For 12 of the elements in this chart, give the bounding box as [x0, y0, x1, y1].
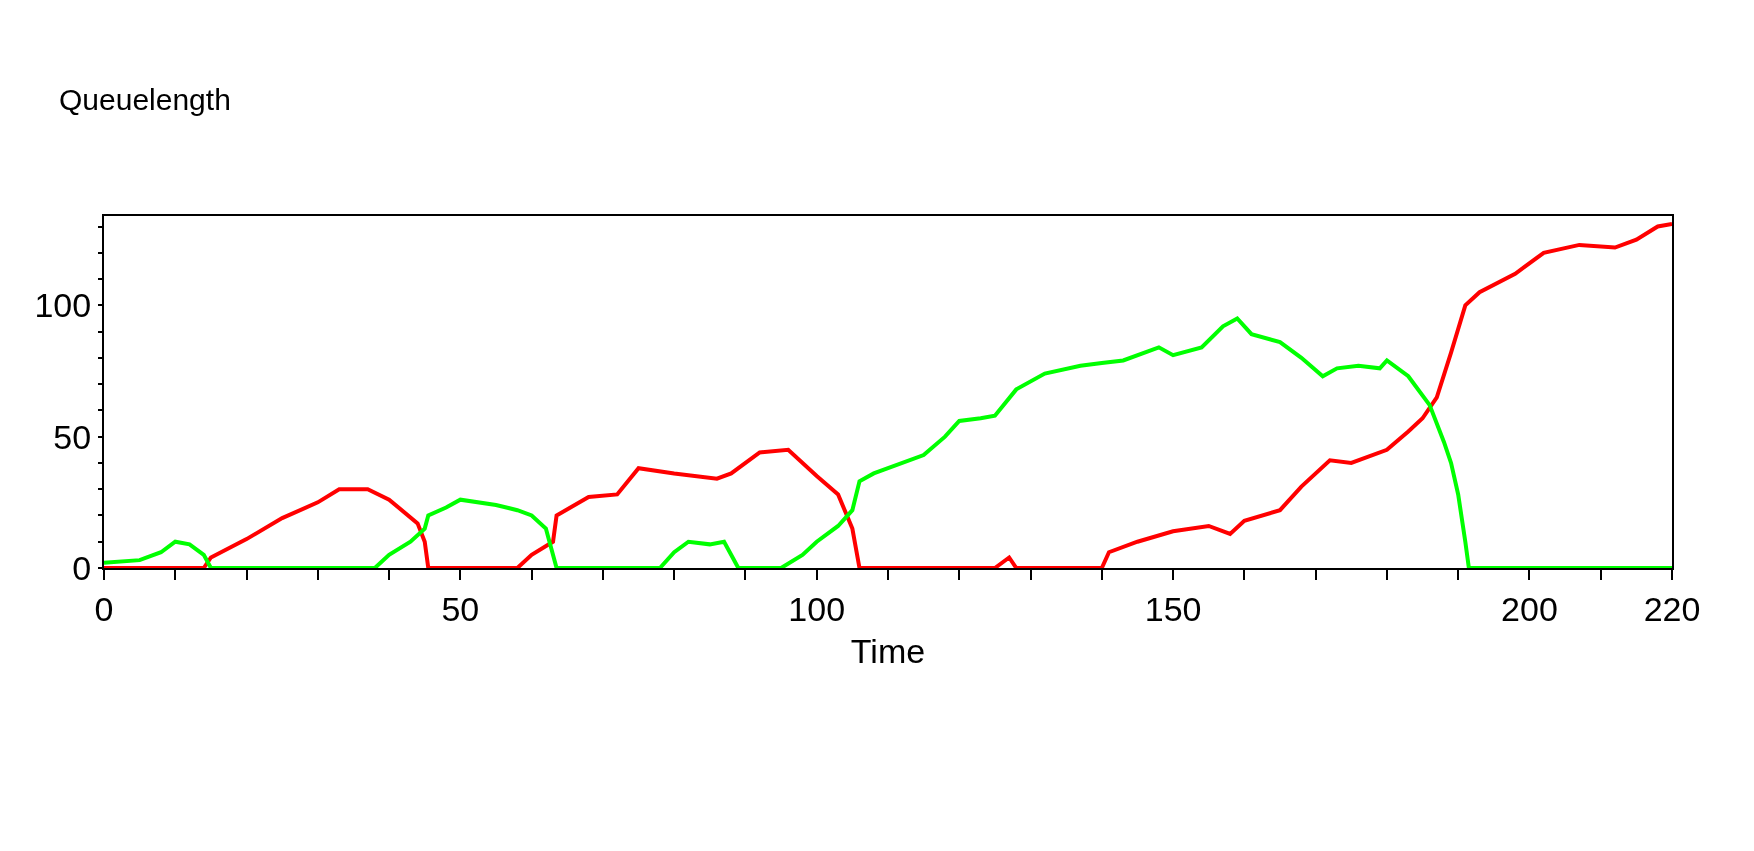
line-series — [104, 316, 1672, 568]
x-tick-label: 220 — [1643, 589, 1701, 628]
y-tick-label: 0 — [72, 548, 92, 587]
x-tick-label: 200 — [1501, 589, 1558, 628]
line-series — [104, 221, 1672, 568]
y-tick-label: 50 — [53, 417, 92, 456]
text: Queuelength — [59, 83, 231, 116]
x-axis-title: Time — [850, 631, 926, 670]
x-tick-label: 150 — [1144, 589, 1202, 628]
x-tick-label: 100 — [788, 589, 846, 628]
y-tick-label: 100 — [34, 286, 92, 325]
x-tick-label: 50 — [441, 589, 480, 628]
